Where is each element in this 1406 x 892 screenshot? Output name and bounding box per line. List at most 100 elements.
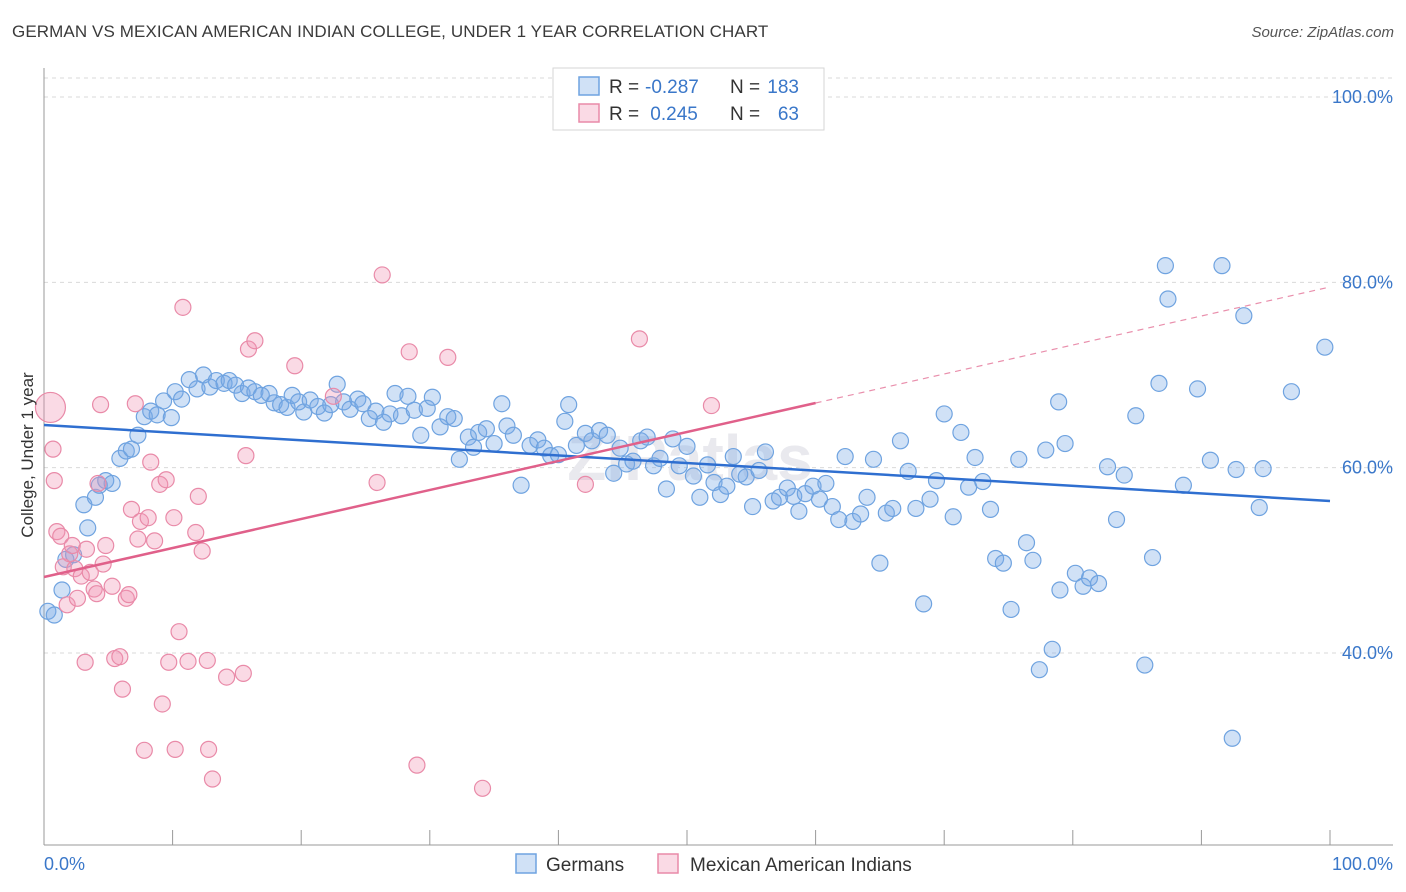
mexican-american-indians-point [120, 586, 138, 604]
germans-point [498, 417, 516, 435]
axes [43, 68, 1393, 846]
germans-point [944, 508, 962, 526]
y-tick-label-60: 60.0% [1342, 458, 1393, 478]
germans-point [1150, 374, 1168, 392]
gridlines [44, 77, 1393, 654]
germans-point [567, 436, 586, 455]
germans-point [921, 490, 939, 508]
germans-point [952, 423, 970, 442]
germans-point [1050, 393, 1068, 411]
germans-point [724, 447, 742, 466]
mexican-american-indians-point [702, 396, 721, 415]
legend-r-label: R = [609, 77, 639, 98]
germans-point [173, 390, 191, 408]
mexican-american-indians-point [218, 668, 236, 686]
germans-point [836, 447, 854, 466]
germans-point [1098, 458, 1117, 476]
germans-point [605, 464, 623, 482]
germans-point [459, 428, 477, 446]
mexican-american-indians-point [139, 509, 157, 527]
germans-point [817, 474, 835, 493]
germans-point [504, 426, 522, 444]
germans-point [512, 476, 530, 494]
mexican-american-indians-point [439, 348, 457, 366]
germans-point [122, 440, 141, 458]
germans-point [884, 499, 902, 518]
mexican-american-indians-point [174, 298, 192, 316]
mexican-american-indians-point [166, 740, 184, 758]
germans-point [354, 395, 372, 413]
germans-point [493, 395, 511, 413]
germans-point [1223, 729, 1241, 747]
germans-point [450, 450, 468, 468]
germans-point [966, 448, 984, 467]
mexican-american-indians-point [126, 395, 144, 413]
mexican-american-indians-point [400, 343, 418, 361]
germans-point [1159, 290, 1177, 308]
mexican-american-indians-point [368, 473, 386, 492]
mexican-american-indians-point [103, 577, 121, 595]
germans-point [399, 387, 417, 405]
germans-point [1107, 510, 1126, 529]
germans-point [1250, 498, 1268, 517]
mexican-american-indians-point [111, 648, 129, 666]
mexican-american-indians-point [58, 596, 76, 614]
germans-point [935, 405, 953, 423]
germans-point [598, 426, 616, 444]
germans-point [392, 407, 411, 425]
mexican-american-indians-points [34, 266, 721, 797]
bottom-legend-germans: Germans [546, 855, 624, 876]
trend-lines [43, 286, 1331, 579]
germans-point [1030, 661, 1048, 679]
germans-point [1080, 569, 1099, 587]
germans-point [1188, 380, 1207, 398]
legend-n-label: N = [730, 104, 760, 125]
mexican-american-indians-point [97, 536, 115, 555]
germans-point [891, 432, 910, 450]
germans-point [412, 426, 430, 444]
germans-point [349, 390, 367, 408]
legend-r-value: 0.245 [645, 104, 698, 125]
legend-swatch-mexican-american-indians [578, 103, 600, 123]
mexican-american-indians-point [324, 387, 342, 405]
legend-r-value: -0.287 [645, 77, 699, 98]
mexican-american-indians-point [408, 756, 426, 774]
mexican-american-indians-point [122, 500, 141, 518]
germans-point [1115, 466, 1133, 484]
mexican-american-indians-point [129, 530, 147, 548]
legend-n-value: 183 [767, 77, 799, 98]
mexican-american-indians-point [246, 332, 264, 350]
mexican-american-indians-point [630, 330, 649, 348]
mexican-american-indians-point [160, 653, 178, 671]
chart-title: GERMAN VS MEXICAN AMERICAN INDIAN COLLEG… [12, 22, 769, 41]
germans-point [477, 420, 495, 438]
germans-point [309, 397, 327, 416]
x-tick-label-max: 100.0% [1332, 854, 1393, 874]
y-tick-label-40: 40.0% [1342, 643, 1393, 663]
germans-point [485, 434, 503, 453]
germans-point [670, 457, 688, 475]
germans-point [981, 500, 1000, 518]
germans-point [283, 386, 301, 404]
mexican-american-indians-point [576, 475, 595, 493]
germans-point [651, 449, 669, 467]
germans-point [994, 554, 1012, 572]
germans-point [405, 401, 423, 419]
germans-point [830, 510, 848, 529]
germans-point [560, 396, 578, 414]
germans-point [439, 408, 457, 426]
mexican-american-indians-point [165, 509, 183, 527]
germans-point [265, 394, 283, 412]
germans-point [556, 412, 574, 430]
germans-point [1316, 338, 1334, 356]
source-label: Source: ZipAtlas.com [1251, 24, 1394, 41]
mexican-american-indians-point [237, 447, 255, 465]
germans-trend-line [43, 423, 1331, 503]
germans-point [79, 519, 97, 537]
germans-point [927, 472, 946, 490]
germans-point [418, 399, 436, 417]
germans-point [1010, 450, 1028, 468]
germans-point [1089, 574, 1108, 593]
germans-point [1051, 581, 1069, 599]
